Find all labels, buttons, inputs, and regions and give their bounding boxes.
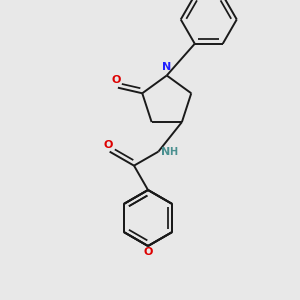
Text: N: N <box>162 62 171 73</box>
Text: O: O <box>143 247 153 257</box>
Text: N: N <box>161 147 171 157</box>
Text: H: H <box>169 147 178 157</box>
Text: O: O <box>104 140 113 150</box>
Text: O: O <box>111 75 121 85</box>
